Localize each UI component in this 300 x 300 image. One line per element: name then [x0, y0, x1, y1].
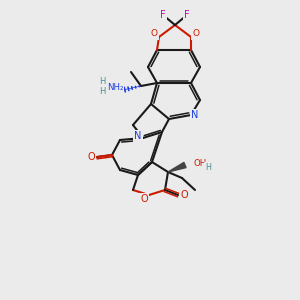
Text: O: O: [151, 29, 158, 38]
Text: OH: OH: [193, 160, 206, 169]
Polygon shape: [168, 162, 186, 172]
Text: F: F: [184, 10, 190, 20]
Text: O: O: [140, 194, 148, 204]
Text: F: F: [160, 10, 166, 20]
Text: O: O: [87, 152, 95, 162]
Text: H: H: [99, 86, 105, 95]
Text: H: H: [205, 163, 211, 172]
Text: N: N: [134, 131, 142, 141]
Text: O: O: [180, 190, 188, 200]
Text: O: O: [193, 29, 200, 38]
Text: H: H: [99, 76, 105, 85]
Text: N: N: [191, 110, 199, 120]
Text: O: O: [140, 194, 148, 204]
Text: F: F: [184, 10, 190, 20]
Text: NH₂: NH₂: [107, 82, 123, 91]
Text: F: F: [160, 10, 166, 20]
Text: N: N: [191, 110, 199, 120]
Text: O: O: [180, 190, 188, 200]
Text: O: O: [87, 152, 95, 162]
Text: N: N: [134, 131, 142, 141]
